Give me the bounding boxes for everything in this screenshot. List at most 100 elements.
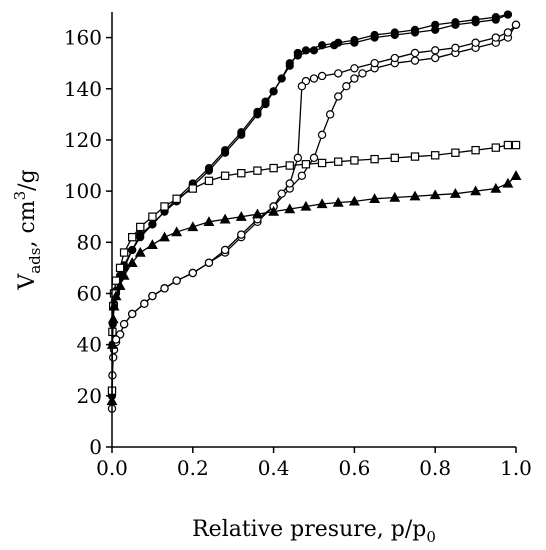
data-point <box>471 145 480 155</box>
data-point <box>277 189 286 198</box>
data-point <box>369 193 381 203</box>
data-point <box>237 230 246 239</box>
data-point <box>126 257 138 267</box>
data-point <box>204 258 214 267</box>
data-point <box>284 203 296 214</box>
data-point <box>332 197 344 207</box>
series-line <box>111 144 516 391</box>
data-point <box>451 148 460 157</box>
series-filled-circle-desorption <box>109 10 513 308</box>
x-tick-label: 1.0 <box>500 456 532 480</box>
data-point <box>431 53 440 63</box>
axes-layer: 0.0 0.2 0.4 0.6 0.8 1.0 0 20 40 60 80 100 120 140 160 <box>64 12 532 480</box>
series-line <box>111 175 517 401</box>
data-point <box>118 269 130 280</box>
data-point <box>301 160 311 169</box>
data-point <box>160 284 169 293</box>
data-point <box>128 245 137 255</box>
data-point <box>409 190 421 201</box>
y-tick-label: 120 <box>64 128 102 152</box>
y-axis-title: Vads, cm3/g <box>11 169 44 290</box>
y-tick-label: 160 <box>64 26 102 50</box>
data-point <box>431 20 440 29</box>
data-point <box>470 185 482 196</box>
data-point <box>370 58 379 68</box>
data-point <box>503 28 513 37</box>
data-point <box>471 15 480 24</box>
data-point <box>350 74 359 83</box>
data-point <box>220 171 230 180</box>
data-point <box>449 188 461 198</box>
data-point <box>348 195 360 206</box>
y-tick-label: 20 <box>77 384 102 408</box>
data-point <box>451 18 460 27</box>
data-point <box>261 97 270 106</box>
data-point <box>350 64 359 73</box>
data-point <box>317 71 327 81</box>
x-axis-title: Relative presure, p/p0 <box>192 517 436 546</box>
data-point <box>172 194 181 203</box>
data-point <box>203 216 215 227</box>
x-tick-label: 0.0 <box>96 456 128 480</box>
data-point <box>511 140 521 150</box>
data-point <box>390 153 400 163</box>
data-point <box>251 208 263 219</box>
data-point <box>297 82 307 91</box>
data-point <box>134 246 146 257</box>
data-point <box>140 299 149 308</box>
x-tick-label: 0.2 <box>177 456 209 480</box>
data-point <box>429 189 441 200</box>
y-tick-label: 100 <box>64 179 102 203</box>
y-axis-ticks: 0 20 40 60 80 100 120 140 160 <box>64 26 112 459</box>
data-point <box>389 191 401 202</box>
x-tick-label: 0.8 <box>419 456 451 480</box>
y-tick-label: 0 <box>89 435 102 459</box>
data-point <box>221 146 230 155</box>
data-point <box>300 200 312 211</box>
data-point <box>285 179 294 188</box>
series-open-square-adsorption <box>107 140 521 395</box>
data-point <box>502 177 514 188</box>
data-point <box>317 158 327 168</box>
data-point <box>301 46 311 55</box>
data-point <box>334 157 343 166</box>
data-point <box>491 33 500 42</box>
data-point <box>490 182 502 193</box>
data-point <box>109 353 118 362</box>
data-point <box>370 30 379 40</box>
data-point <box>136 233 145 242</box>
data-point <box>350 156 359 165</box>
data-point <box>148 212 157 221</box>
data-point <box>309 153 319 163</box>
data-point <box>171 226 183 237</box>
data-point <box>471 38 480 47</box>
data-point <box>334 69 343 78</box>
data-point <box>390 28 399 37</box>
data-point <box>160 202 169 211</box>
data-point <box>146 239 158 250</box>
data-point <box>510 170 522 180</box>
data-point <box>204 176 214 186</box>
data-point <box>119 319 129 329</box>
data-point <box>277 74 286 83</box>
data-point <box>293 48 302 58</box>
data-point <box>148 291 157 301</box>
data-point <box>410 56 420 65</box>
data-point <box>503 140 513 150</box>
data-point <box>431 46 440 55</box>
data-point <box>317 41 327 50</box>
data-point <box>285 61 294 70</box>
data-point <box>410 48 420 58</box>
data-point <box>219 213 231 224</box>
data-point <box>334 92 343 101</box>
series-open-circle-desorption <box>111 20 521 344</box>
data-point <box>119 248 129 257</box>
data-point <box>511 20 521 29</box>
y-tick-label: 60 <box>77 281 102 305</box>
data-point <box>159 231 170 242</box>
data-point <box>350 36 359 45</box>
data-point <box>220 245 230 255</box>
data-point <box>269 163 278 173</box>
data-point <box>325 110 335 119</box>
series-line <box>115 24 517 340</box>
